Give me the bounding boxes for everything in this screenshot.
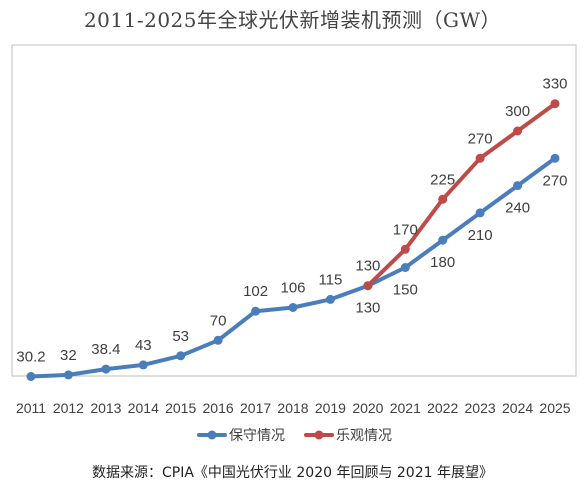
data-label-conservative-2024: 240 [505, 200, 530, 217]
data-point-conservative-2011 [26, 372, 36, 381]
legend-marker-optimistic [314, 430, 324, 440]
data-label-conservative-2018: 106 [280, 280, 305, 297]
plot-frame [11, 44, 577, 377]
x-axis-ticks: 2011 2012 2013 2014 2015 2016 2017 2018 2019 2020… [16, 400, 571, 416]
data-point-optimistic-2020 [363, 281, 373, 291]
x-tick-label-2017: 2017 [240, 400, 271, 416]
legend-label-conservative: 保守情况 [229, 428, 285, 444]
data-label-conservative-2014: 43 [135, 337, 152, 354]
x-tick-label-2013: 2013 [90, 400, 121, 416]
data-point-conservative-2018 [288, 303, 298, 312]
data-label-conservative-2013: 38.4 [91, 341, 120, 358]
data-label-optimistic-2021: 170 [393, 221, 418, 238]
data-point-conservative-2012 [63, 370, 73, 380]
data-label-conservative-2023: 210 [468, 227, 493, 244]
legend: 保守情况 乐观情况 [197, 428, 392, 444]
chart-title: 2011-2025年全球光伏新增装机预测（GW） [83, 8, 502, 32]
data-point-optimistic-2024 [513, 126, 523, 136]
data-point-conservative-2022 [438, 235, 448, 245]
x-tick-label-2012: 2012 [53, 400, 84, 416]
data-label-conservative-2020: 130 [355, 300, 380, 317]
data-point-conservative-2016 [213, 335, 223, 345]
x-tick-label-2025: 2025 [539, 400, 570, 416]
series-layer [26, 99, 560, 381]
data-label-optimistic-2023: 270 [468, 130, 493, 147]
data-label-conservative-2019: 115 [318, 271, 342, 288]
data-point-conservative-2021 [400, 263, 410, 272]
data-label-layer: 30.2 32 38.4 43 53 70 102 106 115 130 150 180 210 240… [16, 76, 567, 366]
data-label-optimistic-2020: 130 [355, 258, 380, 275]
source-note: 数据来源：CPIA《中国光伏行业 2020 年回顾与 2021 年展望》 [92, 465, 493, 481]
x-tick-label-2020: 2020 [352, 400, 383, 416]
data-label-conservative-2012: 32 [60, 347, 77, 364]
data-label-conservative-2011: 30.2 [16, 349, 45, 366]
series-line-optimistic [365, 101, 557, 288]
x-tick-label-2014: 2014 [128, 400, 159, 416]
data-label-conservative-2022: 180 [430, 254, 455, 271]
data-point-conservative-2025 [550, 153, 560, 163]
data-label-conservative-2025: 270 [542, 172, 567, 189]
data-label-conservative-2015: 53 [172, 328, 189, 345]
data-point-conservative-2014 [138, 360, 148, 370]
x-tick-label-2015: 2015 [165, 400, 196, 416]
x-tick-label-2022: 2022 [427, 400, 458, 416]
data-point-conservative-2019 [325, 294, 335, 304]
data-point-optimistic-2021 [400, 244, 410, 254]
x-tick-label-2018: 2018 [277, 400, 308, 416]
data-label-optimistic-2022: 225 [430, 171, 455, 188]
data-point-conservative-2017 [251, 306, 261, 316]
data-label-conservative-2021: 150 [393, 282, 418, 299]
data-point-conservative-2013 [101, 364, 111, 374]
x-tick-label-2011: 2011 [16, 400, 46, 416]
x-tick-label-2024: 2024 [502, 400, 533, 416]
x-tick-label-2021: 2021 [390, 400, 421, 416]
x-tick-label-2016: 2016 [203, 400, 234, 416]
data-point-conservative-2023 [475, 208, 485, 218]
data-point-optimistic-2023 [475, 153, 485, 163]
legend-label-optimistic: 乐观情况 [336, 428, 392, 444]
legend-marker-conservative [207, 430, 217, 440]
data-label-optimistic-2024: 300 [505, 103, 530, 120]
data-label-optimistic-2025: 330 [542, 76, 567, 93]
x-tick-label-2023: 2023 [465, 400, 496, 416]
data-point-optimistic-2022 [438, 194, 448, 204]
data-point-conservative-2015 [176, 351, 186, 361]
data-point-conservative-2024 [513, 181, 523, 191]
data-label-conservative-2016: 70 [210, 312, 227, 329]
x-tick-label-2019: 2019 [315, 400, 346, 416]
data-label-conservative-2017: 102 [243, 283, 268, 300]
data-point-optimistic-2025 [550, 99, 560, 109]
